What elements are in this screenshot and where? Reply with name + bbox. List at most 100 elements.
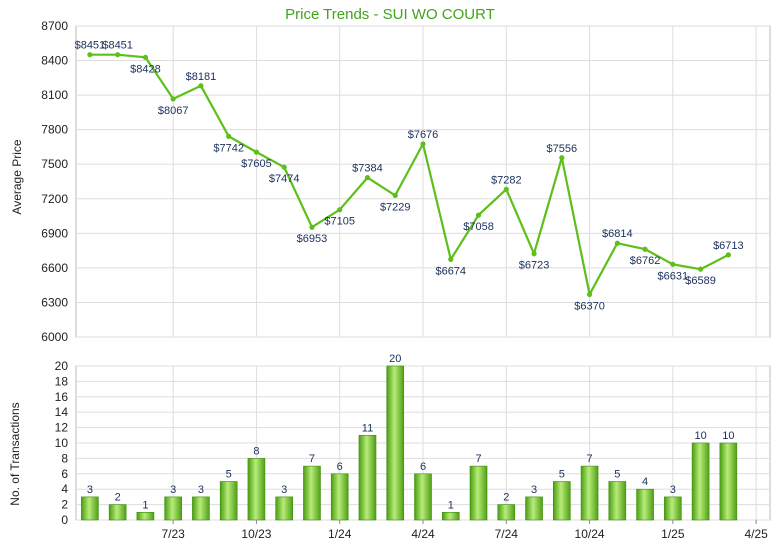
- transaction-bar: [81, 496, 99, 521]
- price-point-label: $6723: [519, 260, 550, 272]
- price-point: [586, 291, 593, 297]
- transaction-bar: [358, 434, 377, 521]
- price-point: [448, 256, 454, 262]
- transaction-bar-label: 8: [253, 445, 259, 457]
- transaction-bar-label: 5: [226, 469, 232, 481]
- x-tick-label: 7/23: [161, 527, 185, 541]
- price-tick-label: 7800: [41, 123, 68, 137]
- price-point-label: $6589: [685, 275, 716, 287]
- price-point: [364, 174, 371, 181]
- x-tick-label: 10/23: [241, 527, 271, 541]
- transaction-bar: [691, 442, 710, 521]
- price-series-line: [89, 53, 729, 298]
- transaction-bar-label: 7: [586, 453, 592, 465]
- transaction-bar-label: 4: [642, 476, 648, 488]
- price-point: [309, 224, 315, 230]
- price-point: [281, 164, 287, 170]
- price-point-label: $6762: [630, 255, 661, 267]
- transaction-bar: [219, 481, 238, 521]
- price-point-label: $7058: [463, 221, 494, 233]
- price-tick-label: 7200: [41, 192, 68, 206]
- price-point: [614, 240, 620, 246]
- price-point-label: $8451: [75, 40, 106, 52]
- price-point: [475, 212, 482, 218]
- transaction-bar-label: 7: [475, 453, 481, 465]
- price-point: [87, 52, 93, 58]
- price-point: [670, 261, 676, 267]
- transaction-bar-label: 6: [337, 461, 343, 473]
- transaction-bar: [136, 511, 155, 521]
- price-tick-label: 6600: [41, 261, 68, 275]
- transaction-bar-label: 3: [170, 484, 176, 496]
- transactions-tick-label: 8: [61, 451, 68, 465]
- price-point-label: $6370: [574, 300, 605, 312]
- transaction-bar-label: 11: [362, 422, 373, 434]
- chart-title: Price Trends - SUI WO COURT: [285, 6, 495, 23]
- price-point-label: $7676: [408, 129, 439, 141]
- transaction-bar: [303, 465, 321, 521]
- transaction-bar-label: 2: [115, 492, 121, 504]
- transaction-bar-label: 5: [559, 469, 565, 481]
- transaction-bar-label: 3: [670, 484, 676, 496]
- price-tick-label: 8700: [41, 19, 68, 33]
- price-tick-label: 8100: [41, 88, 68, 102]
- price-point-label: $7229: [380, 201, 411, 213]
- transaction-bar-label: 2: [503, 492, 509, 504]
- x-tick-label: 7/24: [495, 527, 519, 541]
- transactions-tick-label: 2: [61, 498, 68, 512]
- price-point-label: $8451: [102, 40, 133, 52]
- price-point-label: $6713: [713, 240, 744, 252]
- transaction-bar: [664, 496, 682, 521]
- transaction-bar: [636, 488, 654, 521]
- transaction-bar: [275, 496, 294, 521]
- price-tick-label: 6300: [41, 295, 68, 309]
- transaction-bar: [469, 465, 488, 521]
- transaction-bar-label: 3: [87, 484, 93, 496]
- transaction-bar-label: 3: [531, 484, 537, 496]
- price-point: [698, 266, 704, 272]
- price-point: [253, 149, 260, 155]
- price-tick-label: 6900: [41, 226, 68, 240]
- price-point-label: $7474: [269, 173, 300, 185]
- price-point: [503, 186, 509, 192]
- price-point-label: $7282: [491, 174, 522, 186]
- price-tick-label: 6000: [41, 330, 68, 344]
- price-point-label: $6674: [435, 265, 466, 277]
- transactions-tick-label: 10: [55, 436, 69, 450]
- price-point-label: $6814: [602, 228, 633, 240]
- transactions-tick-label: 4: [61, 482, 68, 496]
- transaction-bar: [247, 458, 266, 521]
- x-tick-label: 4/25: [744, 527, 768, 541]
- transaction-bar-label: 7: [309, 453, 315, 465]
- transaction-bar: [386, 365, 405, 521]
- transaction-bar: [192, 496, 210, 521]
- x-tick-label: 1/25: [661, 527, 685, 541]
- price-point-label: $7105: [324, 216, 355, 228]
- transactions-tick-label: 14: [55, 405, 69, 419]
- price-point-label: $8181: [186, 71, 217, 83]
- price-point-label: $7384: [352, 163, 383, 175]
- price-tick-label: 8400: [41, 54, 68, 68]
- x-tick-label: 1/24: [328, 527, 352, 541]
- transaction-bar: [164, 496, 182, 521]
- price-point-label: $8067: [158, 105, 189, 117]
- x-tick-label: 4/24: [411, 527, 435, 541]
- transactions-tick-label: 16: [55, 390, 69, 404]
- price-point-label: $7742: [213, 142, 244, 154]
- price-point: [115, 52, 121, 58]
- price-point: [170, 96, 176, 102]
- price-tick-label: 7500: [41, 157, 68, 171]
- transactions-tick-label: 0: [61, 513, 68, 527]
- price-point: [142, 54, 148, 60]
- transaction-bar-label: 1: [448, 499, 454, 511]
- price-point: [559, 155, 565, 161]
- price-point: [198, 83, 204, 89]
- price-point-label: $7605: [241, 158, 272, 170]
- price-point: [725, 252, 731, 258]
- transaction-bar-label: 6: [420, 461, 426, 473]
- transaction-bar: [525, 496, 543, 521]
- transaction-bar: [552, 481, 571, 521]
- transaction-bar: [330, 473, 349, 521]
